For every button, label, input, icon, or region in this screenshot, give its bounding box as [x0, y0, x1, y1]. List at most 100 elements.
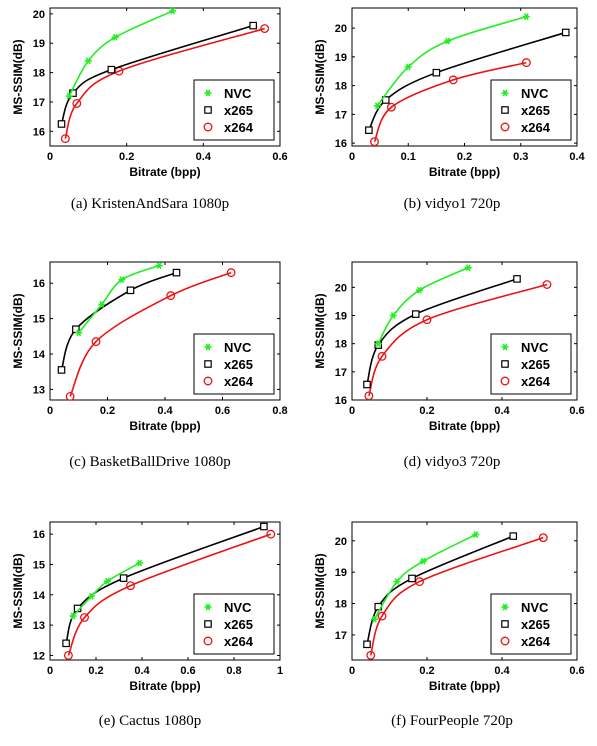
x-axis-label: Bitrate (bpp) — [429, 419, 500, 433]
x-tick-label: 0.8 — [272, 405, 287, 417]
data-point-x265 — [363, 640, 371, 649]
y-axis-label: MS-SSIM(dB) — [11, 39, 25, 114]
y-tick-label: 18 — [33, 68, 45, 80]
series-x265 — [57, 21, 257, 128]
data-point-x265 — [107, 65, 116, 74]
chart-panel-3: 0 0.2 0.4 0.6 0.8 13 14 15 16 Bitrate (bpp) MS-SSI… — [11, 261, 288, 470]
x-axis-label: Bitrate (bpp) — [129, 165, 200, 179]
y-tick-label: 15 — [33, 559, 45, 571]
legend-marker-x264 — [203, 122, 213, 132]
y-tick-label: 15 — [33, 314, 45, 326]
legend-label-nvc: NVC — [224, 340, 252, 355]
series-nvc — [69, 559, 144, 620]
x-tick-label: 0.2 — [419, 405, 434, 417]
data-point-nvc — [169, 7, 177, 15]
series-line-nvc — [68, 10, 174, 97]
data-point-nvc — [98, 301, 106, 308]
data-point-x265 — [411, 310, 420, 318]
x-tick-label: 0.6 — [180, 665, 195, 677]
series-line-x264 — [373, 61, 527, 143]
series-line-x265 — [368, 31, 566, 131]
legend-label-x264: x264 — [224, 634, 254, 649]
series-line-x265 — [60, 271, 177, 371]
panel-caption: (a) KristenAndSara 1080p — [71, 196, 229, 212]
chart-panel-1: 0 0.2 0.4 0.6 16 17 18 19 20 Bitrate (bpp) MS-SSIM… — [11, 7, 288, 212]
x-axis-label: Bitrate (bpp) — [129, 679, 200, 693]
series-line-x264 — [69, 271, 232, 397]
panel-caption: (e) Cactus 1080p — [99, 713, 201, 729]
data-point-x265 — [172, 268, 181, 277]
legend-marker-x264 — [203, 636, 213, 646]
legend-marker-x264 — [500, 636, 510, 646]
series-line-nvc — [376, 15, 527, 107]
series-line-x265 — [65, 525, 265, 644]
chart-panel-2: 0 0.1 0.2 0.3 0.4 16 17 18 19 20 Bitrate (bpp) MS-S… — [313, 7, 586, 212]
legend-label-x264: x264 — [224, 120, 254, 135]
data-point-x265 — [62, 639, 70, 648]
chart-panel-5: 0 0.2 0.4 0.6 0.8 1 12 13 14 15 16 Bitrate (bpp) MS-… — [11, 521, 283, 729]
y-axis-label: MS-SSIM(dB) — [313, 293, 327, 368]
legend-marker-nvc — [501, 89, 509, 97]
x-tick-label: 0.2 — [100, 405, 115, 417]
legend-marker-x265 — [501, 106, 509, 114]
y-tick-label: 16 — [33, 126, 45, 138]
x-tick-label: 0 — [349, 151, 355, 163]
legend-label-x264: x264 — [521, 120, 551, 135]
series-x264 — [370, 58, 531, 147]
panel-caption: (b) vidyo1 720p — [404, 196, 501, 212]
y-axis-label: MS-SSIM(dB) — [313, 553, 327, 628]
data-point-x265 — [57, 120, 66, 128]
data-point-x265 — [57, 366, 66, 374]
data-point-x264 — [366, 650, 376, 660]
x-tick-label: 0.6 — [569, 405, 584, 417]
data-point-x264 — [266, 529, 276, 539]
y-tick-label: 16 — [33, 529, 45, 541]
x-tick-label: 0.6 — [272, 151, 287, 163]
data-point-nvc — [111, 33, 119, 41]
data-point-x264 — [422, 315, 432, 325]
data-point-x264 — [370, 137, 379, 147]
legend-marker-nvc — [204, 89, 212, 97]
series-line-nvc — [373, 533, 477, 620]
data-point-nvc — [464, 264, 472, 272]
series-x265 — [57, 268, 181, 374]
data-point-x264 — [72, 98, 82, 108]
data-point-nvc — [118, 276, 126, 284]
x-tick-label: 0 — [47, 665, 53, 677]
legend: NVC x265 x264 — [193, 79, 275, 141]
data-point-nvc — [389, 312, 397, 319]
legend: NVC x265 x264 — [490, 333, 572, 395]
y-tick-label: 18 — [335, 81, 347, 93]
y-tick-label: 17 — [335, 367, 347, 379]
data-point-x265 — [513, 275, 521, 283]
data-point-nvc — [472, 531, 480, 538]
y-tick-label: 17 — [335, 630, 347, 642]
series-line-x264 — [67, 533, 272, 656]
legend: NVC x265 x264 — [193, 593, 275, 655]
x-tick-label: 0.4 — [494, 665, 510, 677]
data-point-nvc — [104, 577, 111, 585]
x-tick-label: 0.8 — [226, 665, 241, 677]
legend-marker-nvc — [204, 603, 212, 611]
data-point-nvc — [374, 340, 382, 348]
series-line-x264 — [64, 27, 265, 139]
legend-label-x264: x264 — [521, 374, 551, 389]
data-point-x264 — [386, 102, 396, 112]
data-point-x264 — [542, 280, 552, 289]
data-point-nvc — [416, 286, 423, 294]
x-tick-label: 0.2 — [457, 151, 472, 163]
legend-marker-x265 — [501, 360, 509, 368]
legend-label-x264: x264 — [224, 374, 254, 389]
y-tick-label: 18 — [335, 339, 347, 351]
series-line-x265 — [366, 278, 518, 385]
legend-marker-x264 — [500, 376, 510, 386]
data-point-x265 — [408, 574, 416, 583]
series-nvc — [75, 262, 163, 337]
x-tick-label: 0 — [47, 151, 53, 163]
x-tick-label: 0.2 — [119, 151, 134, 163]
data-point-x264 — [226, 268, 236, 278]
series-x265 — [363, 532, 518, 649]
data-point-nvc — [404, 63, 412, 71]
data-point-x265 — [126, 286, 135, 295]
